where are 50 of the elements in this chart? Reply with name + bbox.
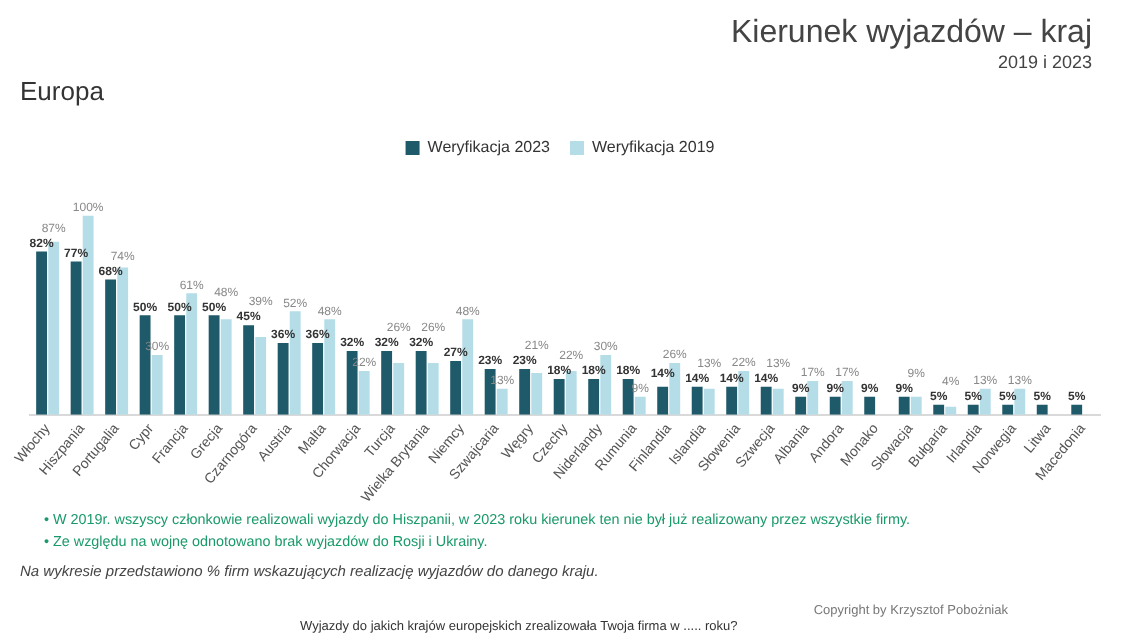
bar — [841, 380, 853, 415]
bar — [657, 386, 669, 415]
bar — [726, 386, 738, 415]
bar — [381, 351, 393, 415]
bar — [277, 343, 289, 415]
bar — [243, 325, 255, 415]
bar — [70, 261, 82, 415]
bar — [1014, 388, 1026, 415]
legend-label: Weryfikacja 2019 — [592, 138, 716, 157]
chart-title: Kierunek wyjazdów – kraj — [730, 16, 1092, 52]
bar — [1071, 404, 1083, 415]
bar — [691, 386, 703, 415]
bar — [415, 351, 427, 415]
bar — [36, 251, 48, 415]
bar — [588, 378, 600, 415]
bar — [531, 372, 543, 415]
bar — [208, 315, 220, 415]
bar — [427, 362, 439, 415]
bar — [945, 406, 957, 415]
bar — [174, 315, 186, 415]
bar — [1036, 404, 1048, 415]
bar — [760, 386, 772, 415]
bar — [622, 378, 634, 415]
bar — [933, 404, 945, 415]
bar — [634, 396, 646, 415]
bar — [393, 362, 405, 415]
bar — [772, 388, 784, 415]
bar — [255, 337, 267, 415]
bar — [450, 360, 462, 415]
legend-label: Weryfikacja 2023 — [427, 138, 552, 157]
bar — [519, 368, 531, 415]
bar — [312, 343, 324, 415]
bar — [496, 388, 508, 415]
bar — [979, 388, 991, 415]
bar — [864, 396, 876, 415]
bar — [358, 370, 370, 415]
text: Europa — [20, 76, 104, 106]
bar — [553, 378, 565, 415]
bar — [829, 396, 841, 415]
bar — [105, 279, 117, 415]
bar — [967, 404, 979, 415]
bar — [220, 319, 232, 415]
bar — [795, 396, 807, 415]
chart-subtitle: 2019 i 2023 — [995, 52, 1092, 72]
bar — [910, 396, 922, 415]
bar — [1002, 404, 1014, 415]
bar — [151, 355, 163, 415]
bar — [703, 388, 715, 415]
bar — [807, 380, 819, 415]
bar — [898, 396, 910, 415]
